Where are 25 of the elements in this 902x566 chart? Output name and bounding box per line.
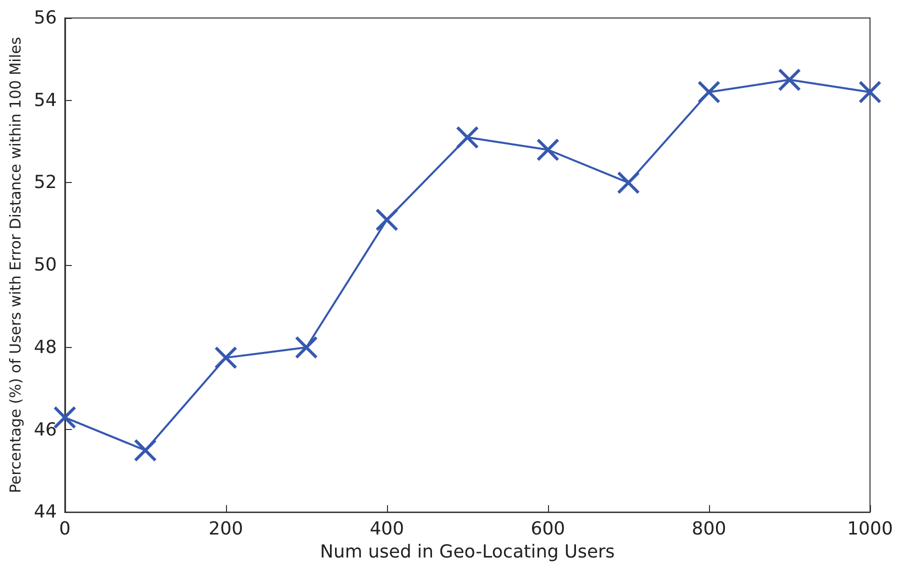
y-tick-label: 46	[34, 419, 57, 440]
y-tick-label: 54	[34, 90, 57, 111]
x-tick-label: 800	[692, 518, 726, 540]
y-tick-label: 44	[34, 502, 57, 523]
point	[536, 138, 560, 162]
point	[456, 126, 479, 149]
y-tick-label: 50	[34, 254, 57, 276]
point	[616, 171, 640, 194]
x-tick-label: 200	[208, 518, 244, 540]
y-tick-label: 52	[34, 172, 57, 194]
point	[294, 336, 318, 359]
x-tick-label: 0	[59, 518, 71, 540]
point	[778, 68, 801, 92]
point	[134, 438, 157, 462]
point	[214, 346, 238, 370]
x-tick-label: 400	[370, 518, 404, 540]
x-tick-label: 600	[530, 518, 566, 540]
point	[697, 80, 720, 104]
x-tick-label: 1000	[847, 518, 893, 540]
y-tick-label: 56	[34, 8, 57, 28]
y-axis-title: Percentage (%) of Users with Error Distance within 100 Miles	[6, 36, 24, 494]
y-tick-label: 48	[34, 336, 57, 358]
x-axis-title: Num used in Geo-Locating Users	[320, 542, 615, 562]
point	[375, 208, 398, 232]
point	[858, 80, 882, 104]
